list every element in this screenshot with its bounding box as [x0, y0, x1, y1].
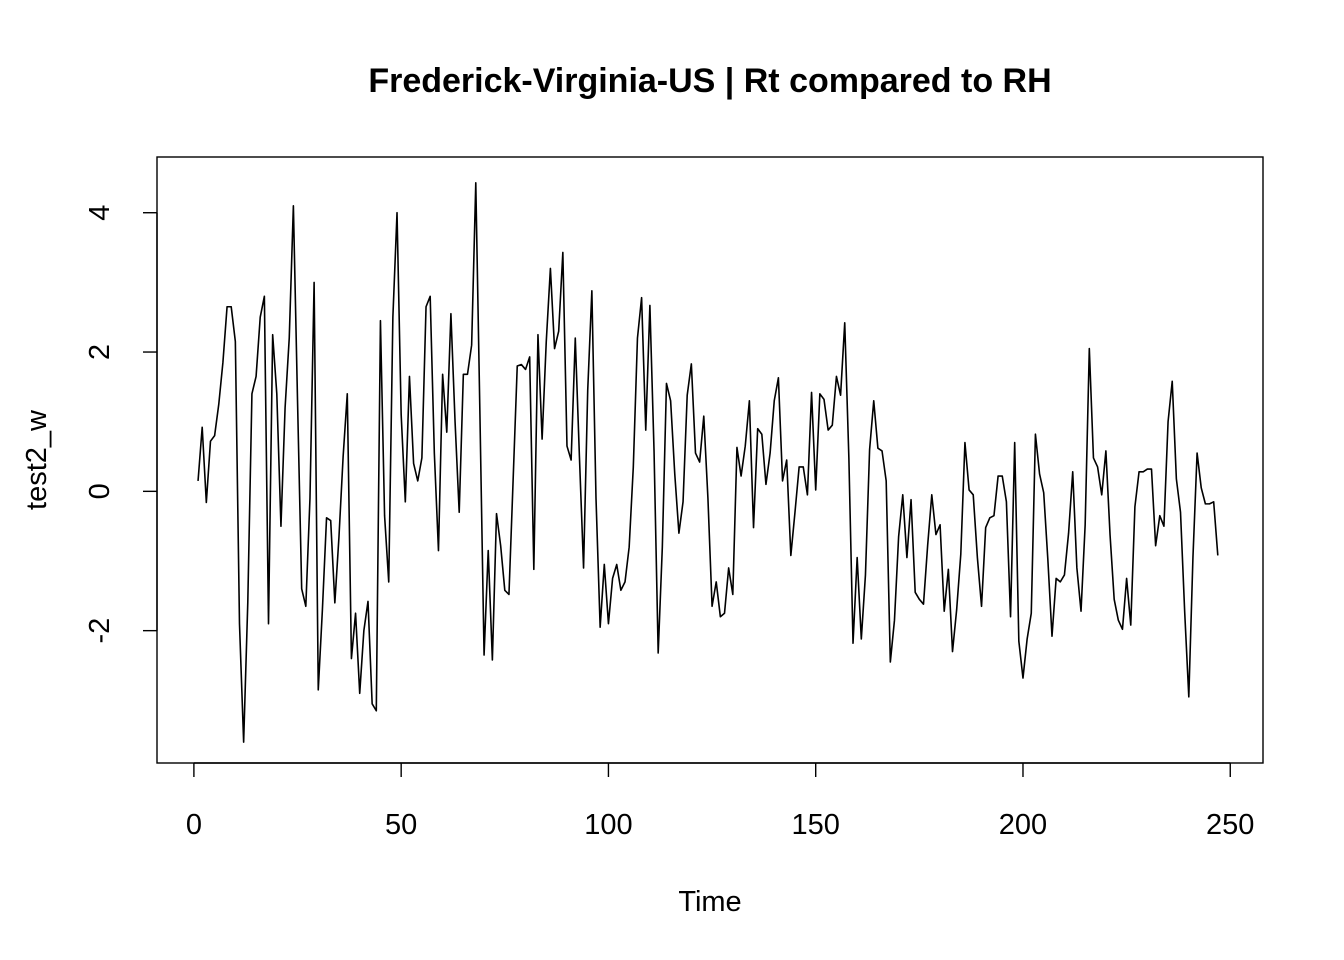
- series-group: [197, 181, 1219, 743]
- series-line: [197, 181, 1219, 743]
- y-tick-label: 0: [84, 483, 116, 499]
- x-tick-label: 250: [1206, 809, 1254, 841]
- x-axis-title: Time: [678, 886, 741, 918]
- chart-title: Frederick-Virginia-US | Rt compared to R…: [368, 62, 1051, 100]
- x-tick-label: 200: [999, 809, 1047, 841]
- x-tick-label: 50: [385, 809, 417, 841]
- y-tick-label: 2: [84, 344, 116, 360]
- y-tick-label: 4: [84, 205, 116, 221]
- y-axis-title: test2_w: [21, 409, 53, 510]
- x-axis: 0 50 100 150 200 250: [186, 762, 1254, 841]
- x-tick-label: 0: [186, 809, 202, 841]
- x-tick-label: 100: [584, 809, 632, 841]
- y-tick-label: -2: [84, 618, 116, 644]
- plot-box: [156, 156, 1264, 764]
- y-axis: -2 0 2 4: [84, 205, 158, 644]
- x-tick-label: 150: [792, 809, 840, 841]
